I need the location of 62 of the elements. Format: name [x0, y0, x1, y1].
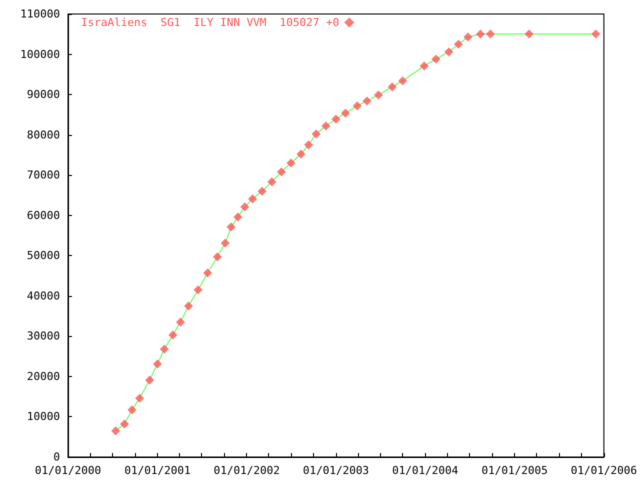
point [212, 252, 222, 262]
x-tick-label: 01/01/2002 [214, 464, 280, 477]
x-tick-label: 01/01/2005 [482, 464, 548, 477]
legend-label: IsraAliens SG1 ILY INN VVM 105027 +0 [81, 16, 340, 29]
point [388, 82, 397, 92]
y-tick-label: 90000 [26, 88, 60, 102]
point [233, 212, 242, 222]
y-tick-label: 10000 [26, 410, 60, 424]
point [352, 101, 362, 110]
point [524, 30, 534, 39]
point [362, 96, 372, 106]
point [135, 394, 144, 403]
y-tick-label: 80000 [26, 128, 60, 142]
point [240, 202, 250, 212]
point [321, 121, 330, 130]
point [194, 285, 203, 294]
point [220, 238, 230, 248]
point [145, 376, 154, 385]
point [431, 54, 440, 64]
point [312, 130, 321, 139]
point [120, 419, 129, 428]
y-tick-label: 60000 [26, 208, 60, 222]
point [203, 268, 212, 278]
point [591, 30, 600, 39]
y-tick-label: 0 [53, 450, 60, 464]
point [444, 47, 454, 56]
point [296, 150, 306, 159]
point [168, 330, 178, 340]
point [184, 301, 194, 310]
point [476, 30, 485, 39]
point [267, 177, 276, 186]
point [374, 90, 383, 100]
x-tick-label: 01/01/2003 [302, 464, 370, 477]
x-tick-label: 01/01/2000 [34, 464, 102, 477]
point [276, 167, 286, 176]
point [304, 140, 314, 150]
y-tick-label: 40000 [26, 289, 60, 302]
y-tick-label: 70000 [26, 168, 60, 182]
y-tick-label: 30000 [26, 330, 60, 343]
x-tick-label: 01/01/2004 [392, 464, 459, 477]
point [454, 40, 463, 49]
point [176, 318, 185, 327]
y-tick-label: 100000 [20, 48, 60, 61]
point [286, 158, 296, 168]
point [128, 405, 137, 414]
x-tick-label: 01/01/2006 [570, 464, 638, 477]
point [340, 108, 350, 118]
point [226, 222, 236, 232]
y-tick-label: 20000 [26, 370, 60, 383]
point [152, 359, 162, 368]
x-tick-label: 01/01/2001 [124, 464, 191, 477]
point [463, 32, 472, 42]
point [398, 76, 408, 86]
point [486, 30, 495, 39]
point [111, 426, 120, 436]
y-tick-label: 110000 [20, 8, 60, 20]
point [331, 114, 340, 124]
point [258, 186, 267, 196]
point [248, 194, 258, 204]
point [160, 344, 169, 354]
point [420, 61, 429, 70]
y-tick-label: 50000 [26, 249, 60, 262]
